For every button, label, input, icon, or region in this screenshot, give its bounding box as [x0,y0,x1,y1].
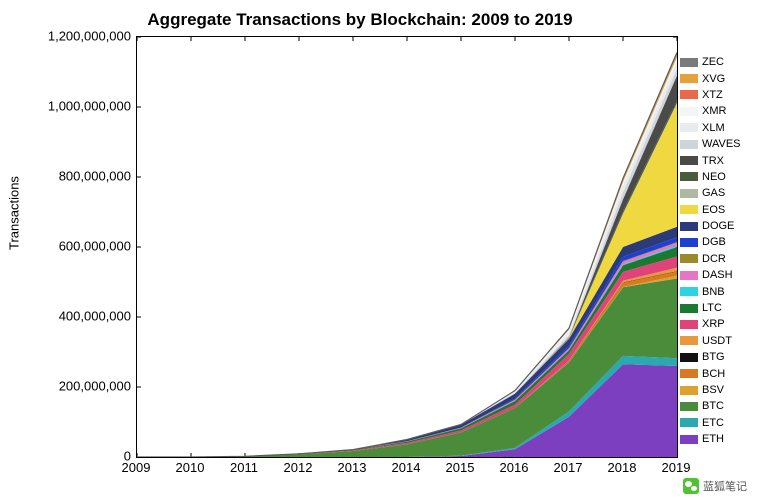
chart-title: Aggregate Transactions by Blockchain: 20… [0,10,720,30]
legend-item-dcr: DCR [680,251,772,267]
chart-container: Aggregate Transactions by Blockchain: 20… [0,0,775,500]
legend-swatch [680,336,698,345]
legend-item-etc: ETC [680,415,772,431]
x-tick-label: 2012 [278,460,318,475]
legend-item-usdt: USDT [680,333,772,349]
legend-item-waves: WAVES [680,136,772,152]
legend-item-zec: ZEC [680,54,772,70]
legend-label: WAVES [702,138,741,150]
legend: ZEC XVG XTZ XMR XLM WAVES TRX NEO GAS EOS DOGE DGB D… [680,54,772,447]
legend-label: XMR [702,105,726,117]
legend-label: NEO [702,171,726,183]
legend-swatch [680,107,698,116]
legend-item-btc: BTC [680,398,772,414]
y-tick-label: 800,000,000 [11,169,131,184]
legend-swatch [680,90,698,99]
legend-label: EOS [702,204,725,216]
x-tick-label: 2015 [440,460,480,475]
x-tick-label: 2011 [224,460,264,475]
legend-swatch [680,156,698,165]
legend-label: BCH [702,368,725,380]
legend-item-gas: GAS [680,185,772,201]
legend-label: XTZ [702,89,723,101]
legend-item-xrp: XRP [680,316,772,332]
legend-label: ETC [702,417,724,429]
y-tick-label: 0 [11,449,131,464]
legend-swatch [680,189,698,198]
legend-swatch [680,58,698,67]
x-tick-label: 2016 [494,460,534,475]
x-tick-label: 2013 [332,460,372,475]
legend-label: ETH [702,433,724,445]
legend-item-xmr: XMR [680,103,772,119]
legend-swatch [680,386,698,395]
legend-item-eth: ETH [680,431,772,447]
x-tick-label: 2014 [386,460,426,475]
legend-item-bsv: BSV [680,382,772,398]
legend-item-trx: TRX [680,152,772,168]
legend-item-btg: BTG [680,349,772,365]
legend-swatch [680,402,698,411]
legend-swatch [680,123,698,132]
attribution: 蓝狐笔记 [683,478,747,494]
legend-label: DASH [702,269,733,281]
y-tick-label: 200,000,000 [11,379,131,394]
legend-label: ZEC [702,56,724,68]
x-tick-label: 2017 [548,460,588,475]
legend-item-dgb: DGB [680,234,772,250]
legend-item-neo: NEO [680,169,772,185]
legend-swatch [680,205,698,214]
x-tick-label: 2019 [656,460,696,475]
legend-swatch [680,254,698,263]
legend-swatch [680,304,698,313]
legend-item-dash: DASH [680,267,772,283]
legend-label: BTG [702,351,725,363]
legend-swatch [680,140,698,149]
legend-label: BNB [702,286,725,298]
legend-label: USDT [702,335,732,347]
legend-label: XLM [702,122,725,134]
legend-swatch [680,418,698,427]
legend-label: BSV [702,384,724,396]
y-tick-label: 1,000,000,000 [11,99,131,114]
plot-area [136,36,678,458]
legend-item-eos: EOS [680,202,772,218]
legend-label: DOGE [702,220,734,232]
x-tick-label: 2009 [116,460,156,475]
legend-label: LTC [702,302,722,314]
legend-label: GAS [702,187,725,199]
legend-item-doge: DOGE [680,218,772,234]
legend-swatch [680,435,698,444]
wechat-icon [683,478,699,494]
legend-item-xvg: XVG [680,70,772,86]
legend-item-xlm: XLM [680,120,772,136]
y-tick-label: 600,000,000 [11,239,131,254]
legend-swatch [680,238,698,247]
x-tick-label: 2018 [602,460,642,475]
attribution-label: 蓝狐笔记 [703,478,747,494]
legend-swatch [680,320,698,329]
y-tick-label: 400,000,000 [11,309,131,324]
legend-label: XRP [702,318,725,330]
legend-label: XVG [702,73,725,85]
legend-item-bnb: BNB [680,283,772,299]
legend-swatch [680,353,698,362]
x-tick-label: 2010 [170,460,210,475]
legend-label: DCR [702,253,726,265]
legend-swatch [680,172,698,181]
legend-item-xtz: XTZ [680,87,772,103]
legend-label: BTC [702,400,724,412]
legend-item-bch: BCH [680,365,772,381]
legend-swatch [680,74,698,83]
legend-label: TRX [702,155,724,167]
y-tick-label: 1,200,000,000 [11,29,131,44]
legend-swatch [680,271,698,280]
legend-swatch [680,287,698,296]
legend-swatch [680,222,698,231]
legend-item-ltc: LTC [680,300,772,316]
legend-swatch [680,369,698,378]
legend-label: DGB [702,236,726,248]
